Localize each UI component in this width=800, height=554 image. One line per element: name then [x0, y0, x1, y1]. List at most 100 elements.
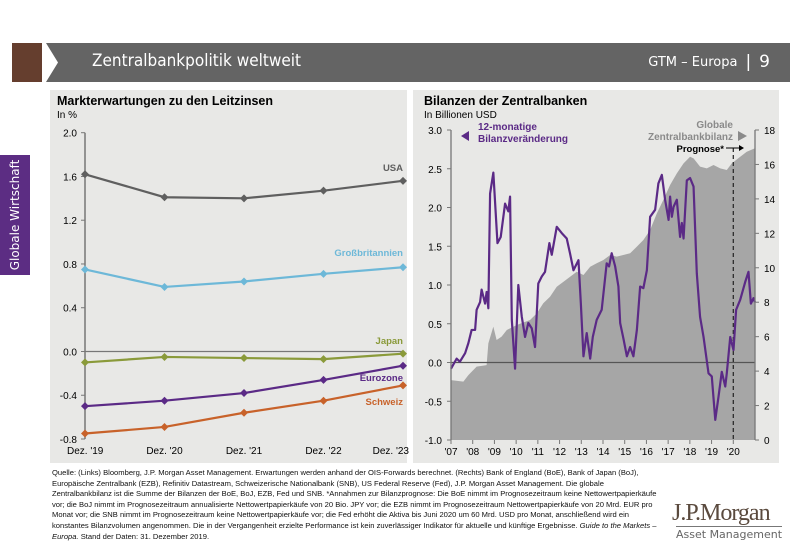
left-chart-title: Markterwartungen zu den Leitzinsen: [57, 94, 274, 108]
page-number: 9: [759, 52, 770, 72]
data-point-marker: [319, 396, 328, 405]
y-tick-label: -0.8: [60, 435, 78, 446]
data-point-marker: [399, 349, 407, 358]
series-label: Japan: [376, 336, 404, 347]
data-point-marker: [160, 282, 169, 291]
footnote-italic: Guide to the Markets – Europa.: [52, 520, 657, 541]
data-point-marker: [319, 355, 328, 364]
y-tick-label: 0.4: [63, 304, 77, 315]
footnote-tail: Stand der Daten: 31. Dezember 2019.: [78, 531, 210, 541]
left-arrow-icon: [461, 131, 469, 141]
left-chart-unit: In %: [57, 110, 78, 121]
header-bar: [40, 43, 790, 82]
data-point-marker: [399, 381, 407, 390]
x-tick-label: Dez. '19: [67, 446, 104, 457]
y-tick-label-left: 0.0: [428, 359, 442, 370]
page-title: Zentralbankpolitik weltweit: [92, 51, 302, 71]
y-tick-label-right: 4: [764, 367, 770, 378]
y-tick-label-left: 1.5: [428, 242, 442, 253]
y-tick-label-right: 12: [764, 229, 776, 240]
data-point-marker: [81, 429, 89, 438]
data-point-marker: [319, 269, 328, 278]
data-point-marker: [240, 194, 248, 203]
x-tick-label: Dez. '23: [373, 446, 410, 457]
jpmorgan-logo: J.P.Morgan: [672, 500, 771, 526]
y-tick-label-left: 0.5: [428, 320, 442, 331]
data-point-marker: [240, 277, 248, 286]
x-tick-label: '15: [618, 447, 631, 458]
y-tick-label-right: 18: [764, 126, 776, 137]
y-tick-label-left: 2.5: [428, 165, 442, 176]
data-point-marker: [319, 186, 328, 195]
data-point-marker: [81, 358, 89, 367]
data-point-marker: [81, 170, 89, 179]
x-tick-label: '11: [532, 447, 545, 458]
right-arrow-icon: [738, 131, 747, 141]
x-tick-label: Dez. '20: [146, 446, 183, 457]
data-point-marker: [319, 375, 328, 384]
x-tick-label: '17: [662, 447, 675, 458]
data-point-marker: [81, 402, 89, 411]
y-tick-label: -0.4: [60, 391, 78, 402]
separator: |: [745, 52, 752, 72]
data-point-marker: [160, 193, 169, 202]
area-label: Zentralbankbilanz: [648, 132, 733, 143]
data-point-marker: [240, 389, 248, 398]
line-12m-change: [450, 171, 757, 421]
x-tick-label: '13: [575, 447, 588, 458]
x-tick-label: '10: [510, 447, 523, 458]
y-tick-label: 2.0: [63, 129, 77, 140]
forecast-label: Prognose*: [676, 144, 724, 155]
x-tick-label: '07: [444, 447, 457, 458]
series-label: Eurozone: [360, 373, 403, 384]
y-tick-label: 1.2: [63, 216, 77, 227]
y-tick-label: 0.8: [63, 260, 77, 271]
series-line-Eurozone: [84, 364, 404, 408]
line-label: 12-monatige: [478, 122, 537, 133]
line-label: Bilanzveränderung: [478, 134, 568, 145]
x-tick-label: '20: [727, 447, 740, 458]
y-tick-label-right: 16: [764, 160, 776, 171]
data-point-marker: [399, 361, 407, 370]
footnote-text: Quelle: (Links) Bloomberg, J.P. Morgan A…: [52, 468, 657, 530]
y-tick-label-right: 2: [764, 402, 770, 413]
forecast-arrowhead-icon: [739, 145, 744, 151]
header-meta: GTM – Europa | 9: [648, 52, 770, 72]
data-point-marker: [399, 263, 407, 272]
x-tick-label: Dez. '21: [226, 446, 263, 457]
y-tick-label-right: 0: [764, 436, 770, 447]
x-tick-label: '18: [683, 447, 696, 458]
x-tick-label: '08: [466, 447, 479, 458]
right-chart-unit: In Billionen USD: [424, 110, 497, 121]
y-tick-label-right: 6: [764, 333, 770, 344]
data-point-marker: [81, 265, 89, 274]
series-label: USA: [383, 163, 403, 174]
section-tab: Globale Wirtschaft: [0, 155, 30, 275]
data-point-marker: [240, 408, 248, 417]
y-tick-label-right: 10: [764, 264, 776, 275]
y-tick-label-left: 2.0: [428, 204, 442, 215]
series-label: Großbritannien: [334, 248, 403, 259]
series-label: GTM – Europa: [648, 54, 738, 70]
y-tick-label: 1.6: [63, 172, 77, 183]
logo-subtitle: Asset Management: [676, 528, 783, 541]
x-tick-label: '09: [488, 447, 501, 458]
footnote: Quelle: (Links) Bloomberg, J.P. Morgan A…: [52, 468, 662, 542]
y-tick-label-right: 8: [764, 298, 770, 309]
data-point-marker: [399, 176, 407, 185]
data-point-marker: [160, 422, 169, 431]
x-tick-label: '12: [553, 447, 566, 458]
data-point-marker: [240, 354, 248, 363]
y-tick-label-left: 3.0: [428, 126, 442, 137]
x-tick-label: '19: [705, 447, 718, 458]
y-tick-label-left: 1.0: [428, 281, 442, 292]
data-point-marker: [160, 352, 169, 361]
x-tick-label: '14: [596, 447, 609, 458]
x-tick-label: Dez. '22: [305, 446, 342, 457]
header-brand-block: [12, 43, 42, 82]
x-tick-label: '16: [640, 447, 653, 458]
y-tick-label: 0.0: [63, 347, 77, 358]
y-tick-label-right: 14: [764, 195, 776, 206]
data-point-marker: [160, 396, 169, 405]
